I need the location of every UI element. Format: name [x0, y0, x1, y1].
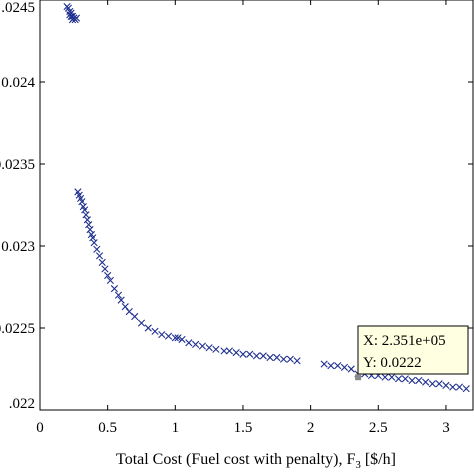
- data-point: [121, 303, 129, 311]
- data-point: [98, 258, 106, 266]
- y-tick-label: .0245: [1, 0, 35, 16]
- data-point: [198, 342, 206, 350]
- data-point: [435, 380, 443, 388]
- y-tick-label: .022: [9, 396, 35, 412]
- data-point: [334, 362, 342, 370]
- x-tick-label: 0: [36, 420, 44, 436]
- data-point: [90, 239, 98, 247]
- data-point: [293, 357, 301, 365]
- x-axis: 0 0.5 1 1.5 2 2.5 3: [36, 0, 450, 436]
- data-point: [151, 327, 159, 335]
- data-point: [401, 375, 409, 383]
- data-point: [164, 332, 173, 340]
- data-point: [131, 312, 139, 321]
- data-tip-marker[interactable]: [355, 374, 362, 381]
- data-point: [442, 381, 450, 389]
- y-tick-label: 0.0225: [0, 321, 35, 337]
- data-point: [428, 380, 436, 388]
- x-tick-label: 2.5: [369, 420, 388, 436]
- data-tip-box: [357, 325, 469, 375]
- data-point: [117, 296, 125, 304]
- data-point: [388, 373, 396, 381]
- data-point: [114, 291, 123, 299]
- data-point: [93, 245, 101, 253]
- y-tick-label: 0.024: [1, 75, 35, 91]
- data-point: [415, 376, 423, 385]
- data-point: [340, 363, 349, 371]
- data-point: [394, 375, 403, 383]
- data-point: [137, 319, 146, 327]
- data-point: [232, 349, 240, 357]
- data-point: [212, 345, 220, 353]
- data-point: [185, 339, 193, 347]
- x-tick-label: 1: [172, 420, 180, 436]
- data-tip-y-value: Y: 0.0222: [363, 355, 422, 371]
- data-point: [266, 353, 274, 362]
- data-point: [286, 355, 294, 363]
- data-point: [192, 340, 200, 348]
- data-point: [408, 376, 416, 385]
- data-point: [178, 335, 186, 344]
- data-point: [104, 271, 112, 280]
- data-point: [205, 344, 213, 352]
- data-point: [252, 352, 261, 360]
- data-point: [220, 347, 228, 355]
- data-point: [381, 373, 389, 381]
- x-tick-label: 1.5: [234, 420, 253, 436]
- data-point: [101, 265, 109, 273]
- data-point: [171, 334, 179, 342]
- x-axis-label: Total Cost (Fuel cost with penalty), F3 …: [116, 451, 396, 471]
- data-point: [72, 14, 81, 22]
- x-tick-label: 2: [307, 420, 315, 436]
- data-point: [246, 350, 254, 358]
- data-point: [225, 347, 234, 355]
- data-point: [110, 285, 119, 293]
- data-point: [273, 353, 281, 362]
- data-point: [347, 365, 355, 373]
- data-point: [462, 385, 470, 393]
- data-point: [259, 352, 267, 360]
- data-point: [422, 378, 430, 386]
- data-point: [144, 324, 152, 332]
- x-tick-label: 0.5: [98, 420, 117, 436]
- data-point: [327, 362, 335, 370]
- data-point: [158, 330, 166, 339]
- data-point: [239, 350, 247, 358]
- data-point: [455, 383, 464, 391]
- data-markers: [63, 2, 470, 393]
- y-tick-label: 0.023: [1, 239, 35, 255]
- data-point: [320, 360, 328, 368]
- data-point: [449, 383, 457, 391]
- y-tick-label: 0.0235: [0, 157, 35, 173]
- data-point: [106, 276, 114, 285]
- data-point: [95, 252, 104, 260]
- data-point: [70, 14, 78, 22]
- data-tip[interactable]: X: 2.351e+05 Y: 0.0222: [355, 325, 469, 381]
- x-tick-label: 3: [442, 420, 450, 436]
- data-point: [279, 355, 288, 363]
- y-axis: .022 0.0225 0.023 0.0235 0.024 .0245: [0, 0, 473, 412]
- data-point: [174, 334, 182, 342]
- data-tip-x-value: X: 2.351e+05: [363, 333, 446, 349]
